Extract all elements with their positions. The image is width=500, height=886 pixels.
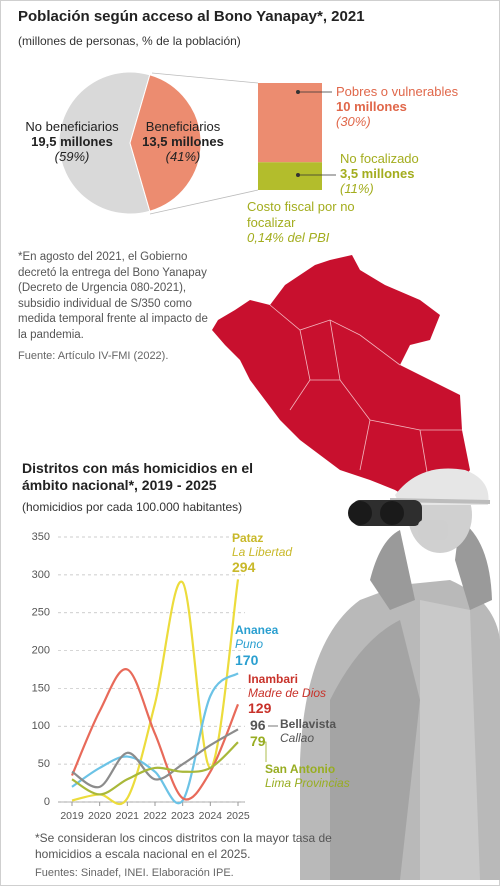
- bar-segment: [258, 162, 322, 190]
- segment-share: (30%): [336, 114, 371, 129]
- annotation-value: 0,14% del PBI: [247, 230, 330, 245]
- slice-percent: (41%): [165, 149, 201, 164]
- segment-value: 3,5 millones: [340, 166, 415, 181]
- chart-title: Población según acceso al Bono Yanapay*,…: [18, 8, 365, 25]
- chart-subtitle: (millones de personas, % de la población…: [18, 34, 241, 48]
- chart-title: Distritos con más homicidios en el ámbit…: [22, 460, 254, 493]
- series-name: Bellavista: [280, 717, 337, 731]
- series-region: La Libertad: [232, 545, 293, 559]
- x-tick-label: 2023: [171, 810, 195, 822]
- x-tick-label: 2019: [60, 810, 84, 822]
- label-connector: [262, 741, 267, 762]
- pie-slice: [129, 74, 202, 212]
- x-tick-label: 2021: [116, 810, 140, 822]
- series-line: [71, 579, 240, 806]
- series-region: Madre de Dios: [248, 686, 327, 700]
- series-line: [71, 672, 239, 805]
- x-tick-label: 2022: [143, 810, 167, 822]
- series-value: 294: [232, 559, 256, 575]
- legend-label: No focalizado: [340, 151, 419, 166]
- source: Fuentes: Sinadef, INEI. Elaboración IPE.: [35, 867, 234, 879]
- chart-subtitle: (homicidios por cada 100.000 habitantes): [22, 500, 243, 514]
- bar-segment: [258, 83, 322, 163]
- series-value: 96: [250, 717, 266, 733]
- y-tick-label: 350: [32, 531, 50, 543]
- charts: 0 50 100 150 200 250 300 350 2019 2020 2021 2022 202…: [32, 71, 336, 822]
- y-tick-label: 0: [44, 796, 50, 808]
- footnote: *Se consideran los cincos distritos con …: [35, 831, 332, 862]
- series-name: Inambari: [248, 672, 299, 686]
- y-tick-label: 150: [32, 682, 50, 694]
- series-line: [70, 668, 240, 801]
- slice-amount: 19,5 millones: [31, 134, 113, 149]
- source: Fuente: Artículo IV-FMI (2022).: [18, 350, 169, 362]
- slice-label: Beneficiarios: [145, 119, 221, 134]
- y-tick-label: 200: [32, 644, 50, 656]
- segment-value: 10 millones: [336, 99, 407, 114]
- series-line: [71, 741, 239, 796]
- slice-label: No beneficiarios: [25, 119, 119, 134]
- segment-share: (11%): [340, 181, 374, 196]
- series-name: Ananea: [235, 623, 279, 637]
- binoculars-man: [300, 468, 500, 880]
- legend-label: Pobres o vulnerables: [336, 84, 459, 99]
- series-region: Lima Provincias: [265, 776, 350, 790]
- y-tick-label: 50: [38, 758, 50, 770]
- series-region: Puno: [235, 637, 264, 651]
- series-name: San Antonio: [265, 762, 336, 776]
- x-tick-label: 2020: [88, 810, 112, 822]
- slice-percent: (59%): [54, 149, 90, 164]
- pie-bar-connector: [149, 72, 259, 215]
- y-tick-label: 100: [32, 720, 50, 732]
- slice-amount: 13,5 millones: [142, 134, 224, 149]
- y-tick-label: 250: [32, 607, 50, 619]
- series-line: [71, 728, 239, 789]
- series-value: 79: [250, 733, 266, 749]
- annotation: Costo fiscal por no focalizar: [247, 199, 355, 230]
- series-value: 170: [235, 652, 259, 668]
- series-value: 129: [248, 700, 272, 716]
- footnote: *En agosto del 2021, el Gobierno decretó…: [18, 251, 208, 341]
- x-tick-label: 2025: [226, 810, 250, 822]
- y-tick-label: 300: [32, 569, 50, 581]
- series-region: Callao: [280, 731, 315, 745]
- pie-slice: [58, 71, 151, 215]
- series-name: Pataz: [232, 531, 264, 545]
- x-tick-label: 2024: [199, 810, 223, 822]
